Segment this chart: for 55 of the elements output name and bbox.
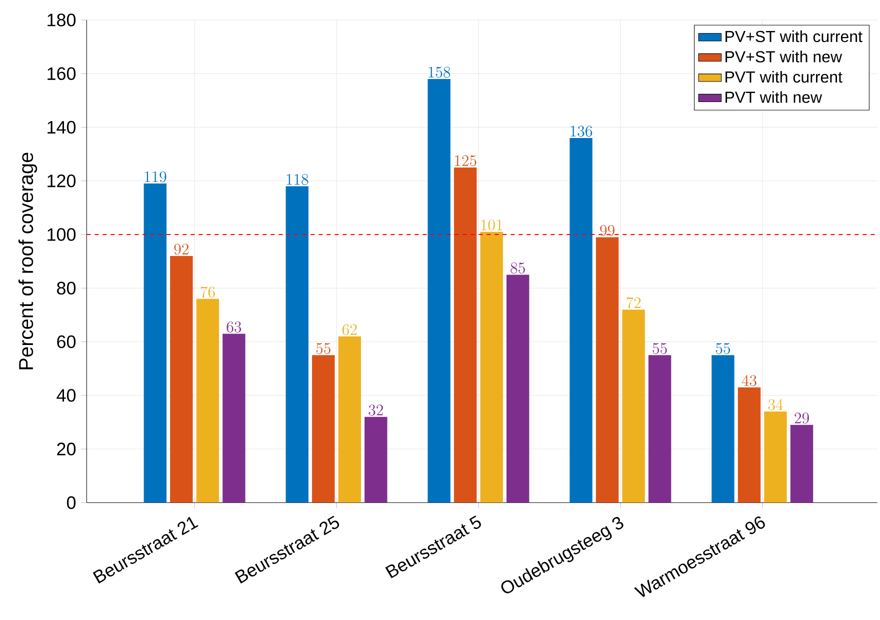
- bar: [712, 355, 734, 503]
- y-axis-title: Percent of roof coverage: [18, 152, 38, 370]
- bar: [738, 387, 761, 503]
- data-label: 29: [794, 412, 809, 424]
- data-label: 32: [368, 404, 383, 416]
- bar: [764, 411, 787, 503]
- legend-label: PVT with current: [726, 70, 842, 83]
- bar: [596, 237, 619, 503]
- data-label: 101: [481, 220, 502, 231]
- bar: [428, 78, 450, 503]
- bar: [570, 138, 592, 503]
- legend-label: PV+ST with new: [726, 50, 842, 62]
- bar: [222, 334, 246, 503]
- bar: [196, 298, 220, 503]
- data-label: 43: [742, 374, 756, 386]
- data-label: 55: [652, 342, 667, 354]
- bar: [480, 232, 503, 503]
- bar: [286, 186, 308, 503]
- data-label: 125: [455, 155, 476, 166]
- bar: [506, 274, 530, 503]
- bar: [144, 184, 167, 503]
- y-tick-label: 60: [57, 335, 76, 348]
- y-tick-label: 180: [48, 14, 76, 26]
- y-tick-label: 80: [57, 282, 76, 295]
- bar: [312, 355, 335, 503]
- y-tick-label: 100: [48, 228, 76, 241]
- bar: [454, 167, 477, 503]
- bar: [790, 424, 814, 503]
- data-label: 76: [200, 286, 215, 298]
- y-tick-label: 40: [56, 389, 76, 402]
- data-label: 62: [342, 324, 357, 336]
- bar: [622, 310, 645, 503]
- data-label: 92: [174, 244, 188, 255]
- data-label: 119: [144, 171, 166, 182]
- y-tick-label: 20: [57, 442, 76, 456]
- data-label: 118: [286, 174, 308, 185]
- y-tick-label: 140: [48, 120, 76, 134]
- legend-label: PV+ST with current: [726, 30, 862, 42]
- y-tick-label: 160: [48, 67, 76, 80]
- bar: [338, 336, 361, 503]
- data-label: 136: [570, 126, 592, 137]
- y-tick-label: 120: [48, 174, 76, 188]
- bar: [648, 355, 672, 503]
- data-label: 55: [716, 342, 730, 354]
- y-tick-label: 0: [66, 496, 76, 510]
- bar: [170, 256, 193, 503]
- data-label: 55: [316, 342, 330, 354]
- data-label: 158: [428, 66, 450, 78]
- data-label: 99: [600, 224, 614, 236]
- data-label: 85: [510, 262, 525, 274]
- bar: [364, 416, 388, 503]
- legend-label: PVT with new: [726, 91, 822, 103]
- data-label: 34: [768, 399, 783, 410]
- data-label: 72: [626, 297, 641, 308]
- data-label: 63: [226, 321, 242, 332]
